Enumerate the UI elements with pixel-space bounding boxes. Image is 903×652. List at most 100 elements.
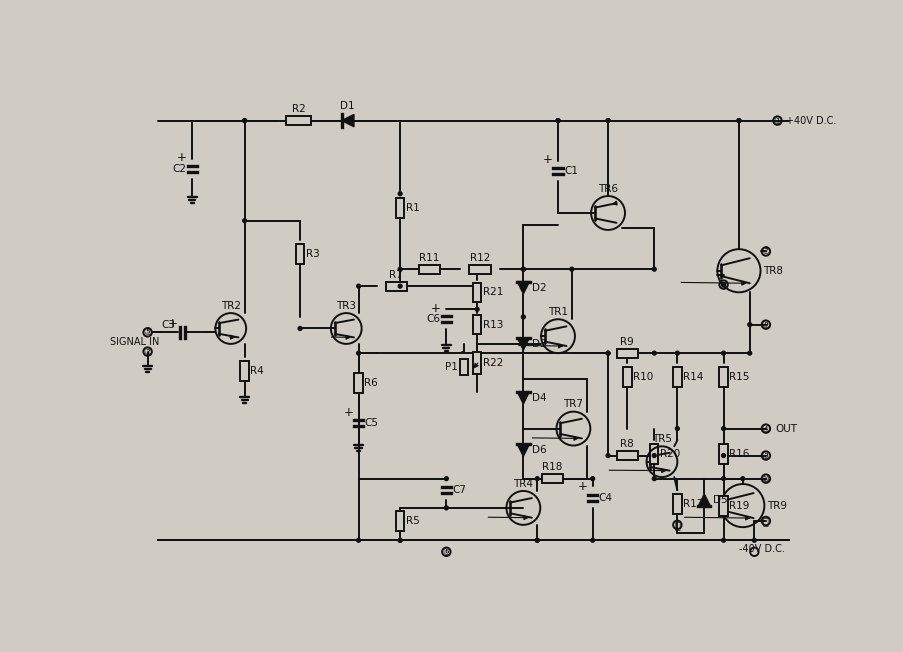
Polygon shape: [517, 444, 529, 456]
Circle shape: [747, 323, 750, 327]
Bar: [472, 316, 481, 334]
Circle shape: [606, 351, 610, 355]
Circle shape: [569, 267, 573, 271]
Bar: [622, 367, 631, 387]
Circle shape: [398, 284, 402, 288]
Circle shape: [535, 539, 538, 542]
Text: R21: R21: [482, 288, 503, 297]
Circle shape: [475, 307, 479, 311]
Circle shape: [740, 477, 744, 481]
Text: D3: D3: [531, 339, 545, 349]
Bar: [673, 494, 681, 514]
Text: TR9: TR9: [766, 501, 786, 511]
Bar: [719, 444, 727, 464]
Circle shape: [721, 426, 725, 430]
Text: C3: C3: [161, 319, 175, 330]
Text: D2: D2: [531, 283, 545, 293]
Circle shape: [398, 539, 402, 542]
Circle shape: [606, 119, 610, 123]
Text: +: +: [343, 406, 353, 419]
Circle shape: [590, 539, 594, 542]
Text: SIGNAL IN: SIGNAL IN: [109, 337, 159, 348]
Text: R18: R18: [542, 462, 563, 473]
Bar: [354, 373, 362, 393]
Bar: [719, 496, 727, 516]
Bar: [396, 198, 404, 218]
Text: C1: C1: [563, 166, 578, 175]
Text: C2: C2: [172, 164, 186, 174]
Text: +: +: [431, 302, 441, 315]
Circle shape: [398, 192, 402, 196]
Circle shape: [736, 119, 740, 123]
Circle shape: [242, 119, 247, 123]
Bar: [385, 282, 406, 291]
Text: ⑫: ⑫: [762, 516, 768, 526]
Text: +: +: [577, 481, 587, 494]
Text: R1: R1: [405, 203, 419, 213]
Text: TR4: TR4: [513, 479, 533, 488]
Bar: [418, 265, 440, 274]
Text: R6: R6: [364, 378, 377, 388]
Text: ⑪: ⑪: [674, 520, 680, 530]
Text: R12: R12: [470, 253, 490, 263]
Text: R3: R3: [305, 249, 320, 259]
Bar: [541, 474, 563, 483]
Text: +: +: [168, 318, 177, 331]
Circle shape: [721, 283, 725, 286]
Bar: [472, 352, 481, 374]
Circle shape: [747, 351, 750, 355]
Circle shape: [606, 454, 610, 458]
Bar: [649, 444, 657, 464]
Text: ⑥: ⑥: [442, 547, 451, 557]
Text: R22: R22: [482, 358, 503, 368]
Circle shape: [736, 119, 740, 123]
Circle shape: [535, 477, 538, 481]
Text: ④: ④: [760, 424, 769, 434]
Text: R5: R5: [405, 516, 419, 526]
Bar: [616, 451, 638, 460]
Text: R19: R19: [729, 501, 749, 511]
Circle shape: [675, 351, 678, 355]
Circle shape: [242, 219, 247, 222]
Text: P1: P1: [444, 362, 458, 372]
Text: ⑩: ⑩: [760, 473, 769, 484]
Circle shape: [444, 477, 448, 481]
Text: TR5: TR5: [651, 434, 671, 444]
Bar: [469, 265, 490, 274]
Circle shape: [606, 119, 610, 123]
Circle shape: [590, 477, 594, 481]
Text: ①: ①: [772, 115, 781, 126]
Text: ⑤: ⑤: [143, 327, 152, 337]
Circle shape: [652, 477, 656, 481]
Text: +40V D.C.: +40V D.C.: [785, 115, 835, 126]
Text: R16: R16: [729, 449, 749, 459]
Text: +: +: [542, 153, 552, 166]
Circle shape: [652, 351, 656, 355]
Circle shape: [444, 506, 448, 510]
Polygon shape: [517, 282, 529, 294]
Text: ⑦: ⑦: [760, 246, 769, 256]
Bar: [396, 511, 404, 531]
Text: R9: R9: [619, 337, 634, 347]
Polygon shape: [697, 494, 710, 507]
Text: C5: C5: [364, 418, 378, 428]
Text: R17: R17: [683, 499, 703, 509]
Circle shape: [555, 119, 559, 123]
Polygon shape: [341, 115, 354, 126]
Circle shape: [398, 539, 402, 542]
Circle shape: [357, 539, 360, 542]
Bar: [240, 361, 248, 381]
Text: D4: D4: [531, 393, 545, 403]
Text: R7: R7: [389, 270, 403, 280]
Circle shape: [675, 426, 678, 430]
Circle shape: [652, 454, 656, 458]
Circle shape: [521, 267, 525, 271]
Text: +: +: [177, 151, 187, 164]
Circle shape: [652, 267, 656, 271]
Bar: [286, 116, 311, 125]
Text: D6: D6: [531, 445, 545, 455]
Circle shape: [521, 315, 525, 319]
Text: -40V D.C.: -40V D.C.: [738, 544, 784, 554]
Text: R20: R20: [659, 449, 680, 459]
Circle shape: [555, 119, 559, 123]
